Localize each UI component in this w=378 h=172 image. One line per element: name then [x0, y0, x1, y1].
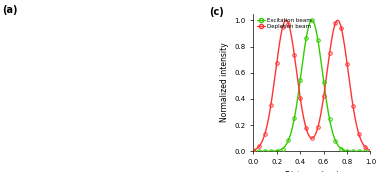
Legend: Excitation beam, Depletion beam: Excitation beam, Depletion beam: [256, 17, 313, 30]
Y-axis label: Normalized intensity: Normalized intensity: [220, 43, 229, 122]
Text: (a): (a): [3, 5, 18, 15]
X-axis label: Distance (μm): Distance (μm): [285, 171, 339, 172]
Text: (c): (c): [209, 7, 223, 17]
